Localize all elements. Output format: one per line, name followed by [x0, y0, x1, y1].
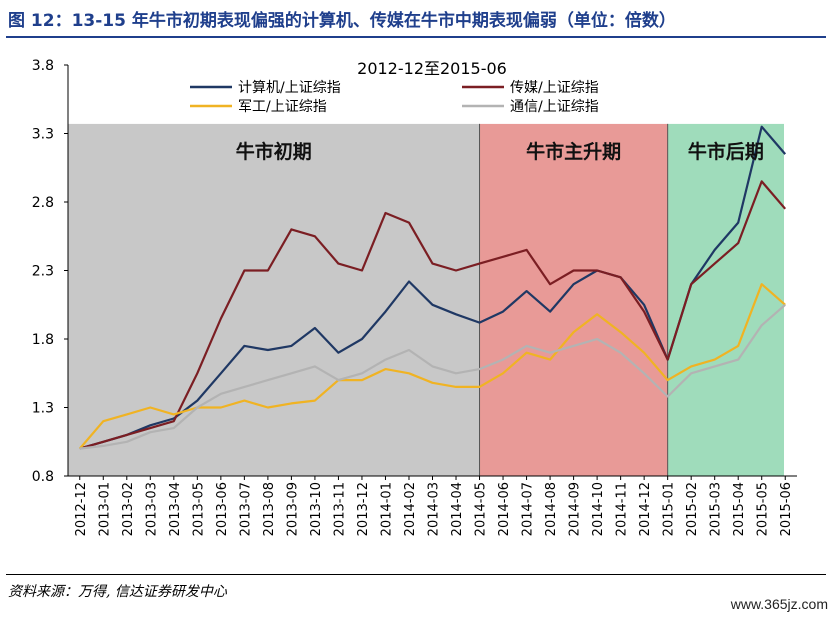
x-tick-label: 2013-12	[356, 482, 371, 536]
watermark: www.365jz.com	[730, 596, 828, 612]
series-lines	[78, 125, 787, 450]
x-tick-label: 2013-06	[215, 482, 230, 536]
y-tick-label: 3.3	[32, 127, 54, 143]
x-tick-label: 2014-11	[615, 482, 630, 536]
legend-label: 传媒/上证综指	[510, 80, 599, 96]
legend-label: 军工/上证综指	[238, 99, 327, 115]
period-band	[68, 123, 480, 476]
x-tick-label: 2013-07	[238, 482, 253, 536]
y-tick-label: 1.8	[32, 332, 54, 348]
x-tick-label: 2013-09	[285, 482, 300, 536]
x-tick-label: 2013-08	[262, 482, 277, 536]
legend-label: 通信/上证综指	[510, 99, 599, 115]
x-tick-label: 2015-04	[732, 482, 747, 536]
x-tick-label: 2014-01	[379, 482, 394, 536]
x-tick-label: 2014-12	[638, 482, 653, 536]
period-labels: 牛市初期 牛市主升期 牛市后期	[236, 140, 764, 163]
period-label: 牛市主升期	[526, 140, 621, 163]
x-tick-label: 2014-02	[403, 482, 418, 536]
y-tick-label: 2.3	[32, 264, 54, 280]
x-tick-label: 2013-02	[121, 482, 136, 536]
y-tick-label: 2.8	[32, 195, 54, 211]
x-tick-label: 2015-06	[779, 482, 794, 536]
x-tick-label: 2014-10	[591, 482, 606, 536]
x-tick-label: 2014-07	[521, 482, 536, 536]
period-label: 牛市初期	[236, 140, 312, 163]
series-line	[79, 303, 786, 450]
title-rule	[6, 36, 826, 38]
x-tick-label: 2014-05	[474, 482, 489, 536]
period-label: 牛市后期	[688, 140, 764, 163]
source-note: 资料来源：万得, 信达证券研发中心	[8, 584, 227, 600]
x-tick-label: 2013-04	[168, 482, 183, 536]
x-tick-label: 2013-01	[97, 482, 112, 536]
x-tick-label: 2015-02	[685, 482, 700, 536]
x-tick-label: 2014-03	[427, 482, 442, 536]
x-tick-label: 2015-01	[662, 482, 677, 536]
x-tick-label: 2014-08	[544, 482, 559, 536]
x-tick-label: 2014-04	[450, 482, 465, 536]
x-tick-label: 2014-06	[497, 482, 512, 536]
x-tick-label: 2015-03	[709, 482, 724, 536]
axes: 0.8 1.3 1.8 2.3 2.8 3.3 3.8 2012-12 2013-01 2013-…	[32, 58, 797, 536]
x-tick-label: 2012-12	[74, 482, 89, 536]
legend-label: 计算机/上证综指	[238, 80, 341, 96]
y-tick-label: 3.8	[32, 58, 54, 74]
y-tick-label: 0.8	[32, 469, 54, 485]
source-rule	[6, 574, 826, 575]
period-band	[667, 123, 784, 476]
x-tick-label: 2013-11	[332, 482, 347, 536]
x-tick-label: 2013-05	[191, 482, 206, 536]
x-tick-label: 2013-03	[144, 482, 159, 536]
period-bands	[68, 123, 784, 476]
y-tick-label: 1.3	[32, 401, 54, 417]
x-tick-label: 2015-05	[756, 482, 771, 536]
series-line	[79, 180, 787, 450]
line-chart: 0.8 1.3 1.8 2.3 2.8 3.3 3.8 2012-12 2013-01 2013-…	[32, 58, 797, 536]
x-tick-label: 2013-10	[309, 482, 324, 536]
figure-title: 图 12：13-15 年牛市初期表现偏强的计算机、传媒在牛市中期表现偏弱（单位：…	[8, 11, 676, 31]
x-tick-label: 2014-09	[568, 482, 583, 536]
chart-title: 2012-12至2015-06	[357, 59, 507, 78]
